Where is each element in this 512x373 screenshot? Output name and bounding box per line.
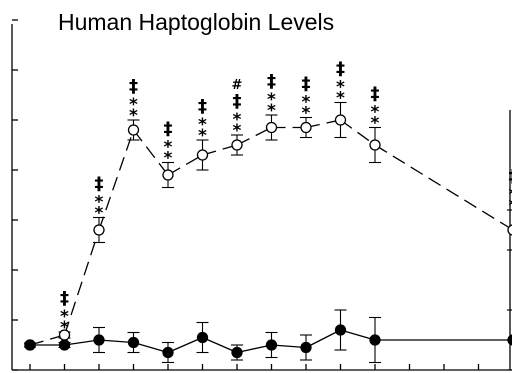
data-point — [231, 139, 243, 151]
data-point — [300, 121, 312, 134]
annotation-symbol: * — [198, 126, 207, 146]
series-filled-circles — [24, 309, 512, 371]
annotation-symbol: ‡ — [164, 119, 173, 140]
series-1-segment — [98, 339, 134, 344]
annotation-symbol: * — [509, 196, 512, 216]
annotation-symbol: * — [371, 114, 380, 134]
annotation-symbol: ‡ — [302, 74, 311, 95]
series-1-segment — [64, 339, 100, 346]
annotation-symbol: * — [60, 307, 69, 327]
annotation-symbol: # — [232, 78, 243, 93]
series-1-segment — [271, 344, 307, 349]
annotation-symbol: ‡ — [267, 71, 276, 92]
annotation-symbol: * — [267, 90, 276, 110]
data-point — [24, 339, 36, 351]
annotation-symbol: * — [198, 115, 207, 135]
annotation-symbol: * — [95, 204, 104, 224]
annotation-symbol: * — [267, 101, 276, 121]
data-point — [507, 334, 512, 346]
series-1-segment — [167, 336, 203, 354]
annotation-symbol: * — [95, 193, 104, 213]
data-point — [369, 139, 381, 151]
data-point — [369, 334, 381, 346]
annotation-symbol: * — [233, 121, 242, 141]
data-point — [300, 341, 312, 354]
series-0-segment — [132, 129, 169, 176]
data-point — [196, 149, 209, 161]
annotation-symbol: * — [509, 185, 512, 205]
series-1-segment — [202, 336, 238, 354]
series-open-circles — [24, 101, 512, 351]
annotation-symbol: ‡ — [336, 59, 345, 80]
annotation-symbol: * — [129, 106, 138, 126]
data-point — [58, 339, 71, 351]
data-point — [231, 346, 243, 359]
annotation-symbol: ‡ — [371, 84, 380, 105]
series-0-segment — [305, 119, 341, 129]
annotation-symbol: ‡ — [60, 288, 69, 309]
data-point — [507, 224, 512, 236]
data-point — [334, 114, 347, 126]
annotation-symbol: * — [371, 103, 380, 123]
data-point — [265, 339, 278, 351]
data-point — [196, 331, 209, 344]
series-0-segment — [98, 129, 135, 231]
series-0-segment — [63, 229, 100, 336]
series-0-segment — [340, 119, 376, 146]
annotation-symbol: ‡ — [509, 166, 512, 187]
data-point — [162, 169, 174, 181]
annotation-symbol: * — [336, 89, 345, 109]
chart-title: Human Haptoglobin Levels — [58, 9, 334, 35]
series-0-segment — [374, 144, 512, 231]
data-point — [127, 336, 140, 349]
series-1-segment — [236, 344, 272, 354]
series-1-segment — [305, 329, 341, 349]
significance-annotations: **‡**‡**‡**‡**‡**‡#**‡**‡**‡**‡**‡ — [60, 59, 512, 339]
annotation-symbol: * — [164, 138, 173, 158]
annotation-symbol: * — [164, 149, 173, 169]
data-point — [93, 334, 105, 346]
annotation-symbol: * — [60, 318, 69, 338]
annotation-symbol: * — [302, 104, 311, 124]
data-point — [127, 124, 140, 136]
data-point — [93, 224, 105, 236]
axes — [11, 19, 512, 371]
annotation-symbol: * — [233, 110, 242, 130]
annotation-symbol: ‡ — [129, 76, 138, 97]
annotation-symbol: * — [129, 95, 138, 115]
data-point — [334, 324, 347, 336]
data-point — [162, 346, 174, 359]
annotation-symbol: ‡ — [198, 96, 207, 117]
series-1-segment — [340, 329, 376, 341]
annotation-symbol: ‡ — [95, 174, 104, 195]
data-point — [265, 121, 278, 134]
annotation-symbol: * — [302, 93, 311, 113]
series-0-segment — [202, 144, 238, 156]
annotation-symbol: ‡ — [233, 91, 242, 112]
annotation-symbol: * — [336, 78, 345, 98]
series-0-segment — [167, 154, 203, 176]
series-1-segment — [133, 341, 169, 354]
series-0-segment — [236, 126, 272, 146]
